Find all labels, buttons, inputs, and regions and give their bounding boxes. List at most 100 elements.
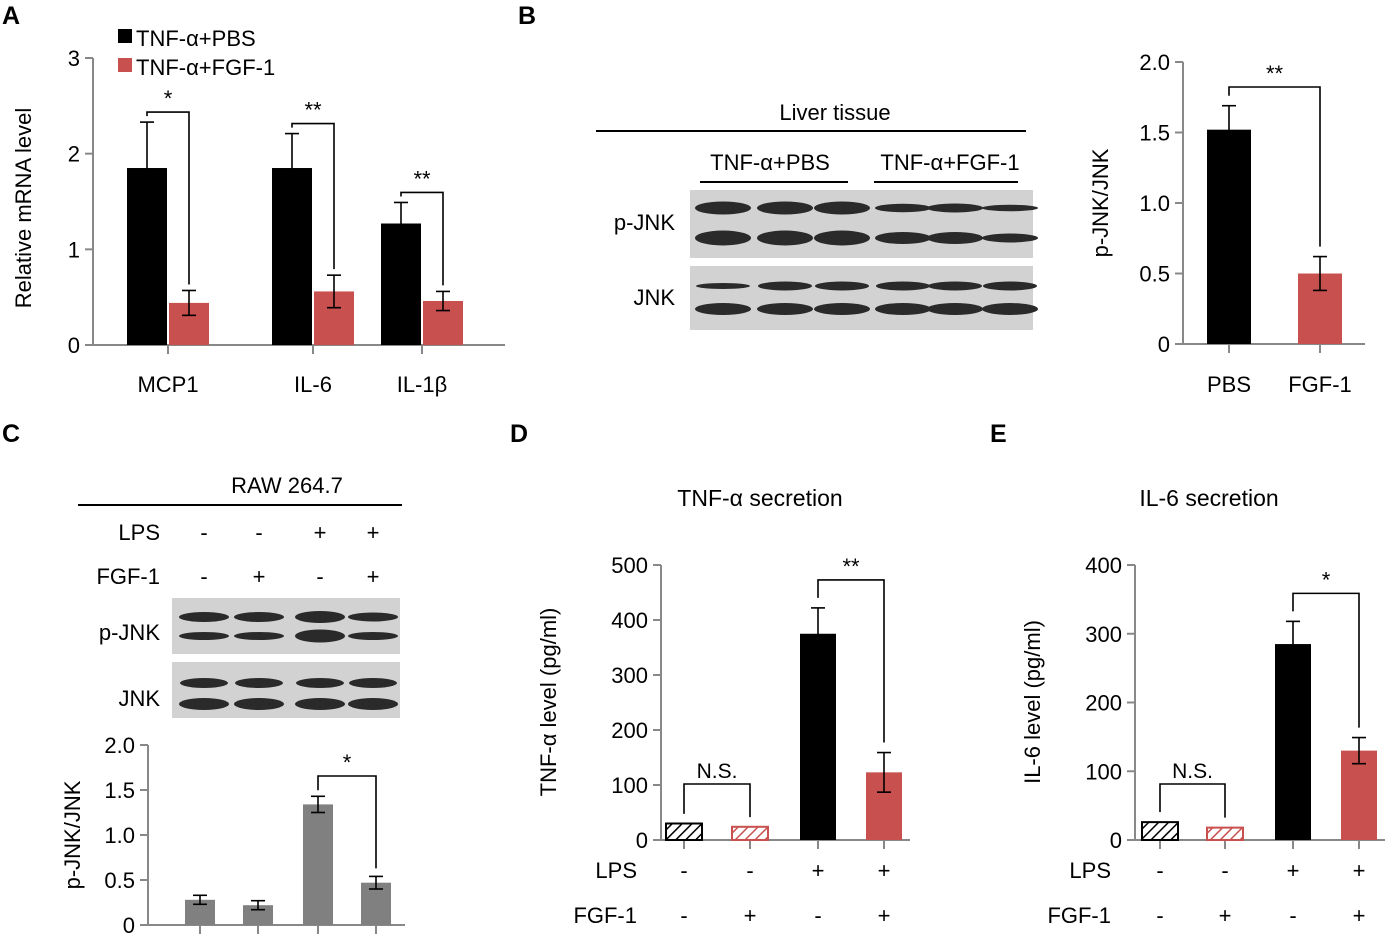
blot-band xyxy=(179,698,229,710)
blot-band xyxy=(982,233,1038,243)
blot-band xyxy=(927,303,983,315)
y-tick-label: 400 xyxy=(611,608,648,633)
condition-sign: + xyxy=(744,903,757,928)
blot-band xyxy=(695,230,751,246)
condition-sign: + xyxy=(1219,903,1232,928)
significance-bracket xyxy=(1292,592,1360,728)
x-tick-label: IL-6 xyxy=(294,372,332,397)
y-tick-label: 2.0 xyxy=(104,733,135,758)
bar-control xyxy=(1141,821,1179,841)
x-tick-label: MCP1 xyxy=(137,372,198,397)
panel-label-b: B xyxy=(518,2,537,30)
significance-bracket xyxy=(146,111,190,285)
condition-sign: - xyxy=(200,520,207,545)
blot-band xyxy=(814,303,870,315)
bar-lps xyxy=(1275,644,1311,840)
y-tick-label: 1.0 xyxy=(1139,191,1170,216)
bar-lane-3 xyxy=(303,804,333,925)
blot-band xyxy=(927,232,983,244)
condition-sign: + xyxy=(812,858,825,883)
blot-row-label-pjnk: p-JNK xyxy=(99,620,160,645)
y-tick-label: 0 xyxy=(1110,828,1122,853)
condition-sign: + xyxy=(878,903,891,928)
y-axis-label: IL-6 level (pg/ml) xyxy=(1020,620,1045,784)
condition-sign: + xyxy=(1353,903,1366,928)
condition-sign: + xyxy=(1353,858,1366,883)
y-tick-label: 1.5 xyxy=(104,778,135,803)
blot-title: RAW 264.7 xyxy=(231,473,343,498)
condition-sign: - xyxy=(1289,903,1296,928)
y-tick-label: 400 xyxy=(1085,553,1122,578)
blot-band xyxy=(348,698,398,710)
panel-a-chart: 0 1 2 3 * MCP1 ** IL-6 ** IL-1β TNF-α+PBS TNF-α+… xyxy=(11,26,505,397)
panel-label-d: D xyxy=(510,420,529,448)
blot-band xyxy=(758,281,812,291)
blot-band xyxy=(757,303,813,315)
y-tick-label: 300 xyxy=(611,663,648,688)
blot-band xyxy=(875,232,931,244)
condition-sign: + xyxy=(1287,858,1300,883)
y-tick-label: 1.5 xyxy=(1139,121,1170,146)
y-tick-label: 0 xyxy=(636,828,648,853)
condition-sign: + xyxy=(314,520,327,545)
blot-row-label-jnk: JNK xyxy=(118,686,160,711)
condition-label: LPS xyxy=(118,520,160,545)
bar-lps-fgf1 xyxy=(1341,750,1377,840)
condition-sign: + xyxy=(878,858,891,883)
blot-band xyxy=(695,303,751,315)
y-tick-label: 1 xyxy=(68,237,80,262)
legend-label-fgf1: TNF-α+FGF-1 xyxy=(136,55,275,80)
panel-b-blot: Liver tissue TNF-α+PBS TNF-α+FGF-1 p-JNK… xyxy=(596,100,1038,330)
condition-sign: - xyxy=(200,564,207,589)
significance-label: N.S. xyxy=(1172,760,1213,783)
significance-label: * xyxy=(1322,567,1331,592)
significance-label: ** xyxy=(304,98,322,123)
y-tick-label: 300 xyxy=(1085,622,1122,647)
y-tick-label: 0 xyxy=(123,913,135,938)
condition-label: FGF-1 xyxy=(96,564,160,589)
y-tick-label: 0.5 xyxy=(104,868,135,893)
bar-lane-2 xyxy=(243,905,273,925)
significance-bracket xyxy=(817,579,885,743)
blot-title: Liver tissue xyxy=(779,100,890,125)
blot-band xyxy=(876,281,930,291)
significance-bracket xyxy=(291,122,335,270)
panel-label-e: E xyxy=(990,420,1007,448)
blot-group-label-pbs: TNF-α+PBS xyxy=(710,150,830,175)
blot-band xyxy=(757,230,813,246)
significance-label: ** xyxy=(1266,61,1284,86)
significance-label: N.S. xyxy=(697,760,738,783)
blot-band xyxy=(695,201,751,215)
condition-sign: - xyxy=(680,858,687,883)
significance-bracket xyxy=(317,775,377,869)
blot-strip-pjnk xyxy=(172,598,400,654)
y-tick-label: 0 xyxy=(1158,332,1170,357)
y-tick-label: 0.5 xyxy=(1139,262,1170,287)
y-tick-label: 2 xyxy=(68,142,80,167)
panel-e-chart: IL-6 secretion 0 100 200 300 400 N.S. * LPS - -… xyxy=(1020,485,1385,928)
bar-fgf1 xyxy=(1206,826,1244,841)
bar-pbs xyxy=(1207,129,1251,344)
panel-c-blot: RAW 264.7 LPS - - + + FGF-1 - + - + p-JNK JNK xyxy=(78,473,402,718)
blot-strip-pjnk xyxy=(690,190,1033,258)
panel-label-a: A xyxy=(2,2,21,30)
legend-label-pbs: TNF-α+PBS xyxy=(136,26,256,51)
y-axis-label: TNF-α level (pg/ml) xyxy=(536,608,561,797)
blot-band xyxy=(295,629,345,643)
blot-strip-jnk xyxy=(690,266,1033,330)
x-tick-label: FGF-1 xyxy=(1288,372,1352,397)
significance-bracket xyxy=(400,191,444,286)
blot-band xyxy=(234,698,284,710)
significance-bracket xyxy=(683,783,751,818)
blot-band xyxy=(180,678,228,688)
condition-sign: - xyxy=(680,903,687,928)
bar-fgf1 xyxy=(731,825,769,841)
blot-band xyxy=(983,281,1037,291)
x-tick-label: IL-1β xyxy=(397,372,448,397)
condition-sign: + xyxy=(367,520,380,545)
significance-label: ** xyxy=(413,166,431,191)
condition-sign: - xyxy=(1156,858,1163,883)
chart-title: IL-6 secretion xyxy=(1139,485,1278,511)
